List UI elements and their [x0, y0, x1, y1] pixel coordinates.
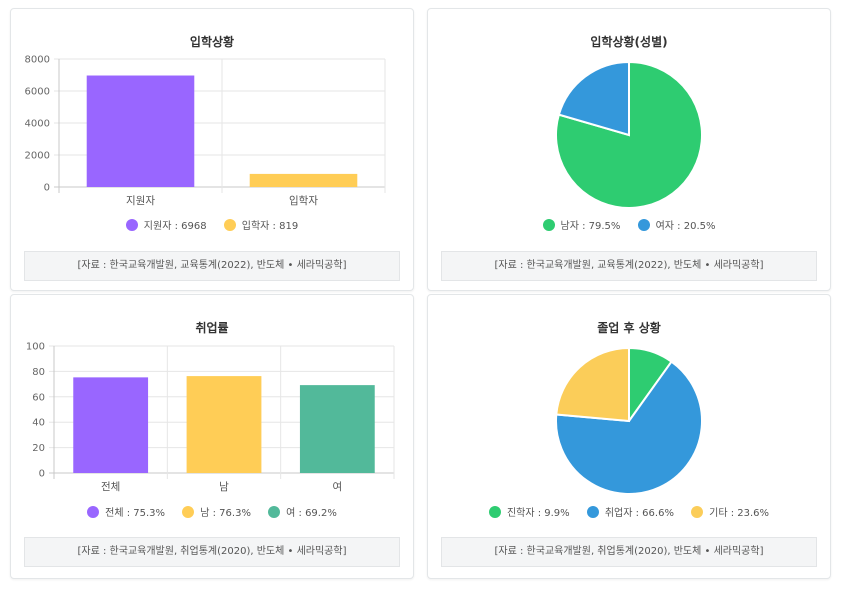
y-tick-label: 20 — [32, 443, 45, 454]
legend-label: 입학자 : 819 — [241, 221, 299, 232]
chart-legend: 남자 : 79.5% 여자 : 20.5% — [428, 217, 830, 234]
y-tick-label: 40 — [32, 418, 45, 429]
pie-slice-2[interactable] — [555, 346, 630, 423]
bar-2[interactable] — [299, 385, 375, 473]
legend-item-employed[interactable]: 취업자 : 66.6% — [586, 504, 674, 519]
x-tick-label: 입학자 — [289, 194, 318, 207]
employment-card: 취업률 100 80 60 40 20 0 전체 남 여 전체 : 75.3% 남 : 76.3… — [10, 294, 414, 579]
card-title: 입학상황(성별) — [590, 35, 668, 49]
legend-item-enrolled[interactable]: 입학자 : 819 — [223, 217, 299, 232]
chart-legend: 지원자 : 6968 입학자 : 819 — [11, 217, 413, 234]
legend-item-total[interactable]: 전체 : 75.3% — [87, 504, 165, 519]
legend-swatch — [691, 505, 704, 518]
post-graduation-card: 졸업 후 상황 진학자 : 9.9% 취업자 : 66.6% 기타 : 23.6… — [427, 294, 831, 579]
legend-item-male[interactable]: 남 : 76.3% — [182, 504, 251, 519]
legend-item-female[interactable]: 여 : 69.2% — [268, 504, 337, 519]
legend-label: 진학자 : 9.9% — [506, 508, 570, 519]
y-tick-label: 4000 — [25, 119, 50, 130]
legend-swatch — [488, 505, 501, 518]
legend-label: 여자 : 20.5% — [655, 221, 716, 232]
y-tick-label: 6000 — [25, 87, 50, 98]
card-title: 취업률 — [195, 321, 229, 335]
y-tick-label: 0 — [44, 183, 50, 194]
legend-label: 남자 : 79.5% — [560, 221, 621, 232]
source-note: [자료 : 한국교육개발원, 취업통계(2020), 반도체 • 세라믹공학] — [24, 537, 400, 567]
legend-item-male[interactable]: 남자 : 79.5% — [542, 217, 621, 232]
card-title: 입학상황 — [189, 35, 235, 49]
pie-slice-1[interactable] — [557, 60, 630, 137]
pie-slice-1[interactable] — [555, 360, 703, 495]
legend-swatch — [637, 218, 650, 231]
legend-label: 남 : 76.3% — [200, 508, 251, 519]
y-tick-label: 100 — [26, 342, 45, 353]
legend-swatch — [87, 505, 100, 518]
source-note: [자료 : 한국교육개발원, 취업통계(2020), 반도체 • 세라믹공학] — [441, 537, 817, 567]
legend-swatch — [125, 218, 138, 231]
admission-gender-card: 입학상황(성별) 남자 : 79.5% 여자 : 20.5% [자료 : 한국교… — [427, 8, 831, 291]
pie-slice-0[interactable] — [555, 60, 703, 209]
y-tick-label: 80 — [32, 367, 45, 378]
legend-swatch — [223, 218, 236, 231]
legend-label: 취업자 : 66.6% — [604, 508, 674, 519]
legend-item-further-study[interactable]: 진학자 : 9.9% — [488, 504, 570, 519]
legend-swatch — [542, 218, 555, 231]
x-tick-label: 남 — [219, 481, 229, 493]
admission-card: 입학상황 8000 6000 4000 2000 0 지원자 입학자 지원자 : 6968 … — [10, 8, 414, 291]
source-note: [자료 : 한국교육개발원, 교육통계(2022), 반도체 • 세라믹공학] — [441, 251, 817, 281]
legend-label: 여 : 69.2% — [286, 508, 337, 519]
legend-item-applicants[interactable]: 지원자 : 6968 — [125, 217, 207, 232]
x-tick-label: 지원자 — [126, 195, 155, 207]
employment-bar-chart: 100 80 60 40 20 0 전체 남 여 — [26, 342, 395, 493]
legend-item-other[interactable]: 기타 : 23.6% — [691, 504, 769, 519]
legend-label: 지원자 : 6968 — [143, 221, 207, 232]
admission-gender-pie-chart — [555, 60, 703, 209]
bar-0[interactable] — [86, 75, 195, 187]
chart-legend: 진학자 : 9.9% 취업자 : 66.6% 기타 : 23.6% — [428, 504, 830, 521]
legend-swatch — [586, 505, 599, 518]
y-tick-label: 2000 — [25, 151, 50, 162]
legend-label: 기타 : 23.6% — [709, 508, 770, 519]
post-graduation-pie-chart — [555, 346, 703, 495]
x-tick-label: 여 — [332, 481, 342, 493]
legend-swatch — [268, 505, 281, 518]
admission-bar-chart: 8000 6000 4000 2000 0 지원자 입학자 — [25, 55, 386, 207]
y-tick-label: 8000 — [25, 55, 50, 66]
legend-item-female[interactable]: 여자 : 20.5% — [637, 217, 716, 232]
x-tick-label: 전체 — [101, 481, 120, 493]
legend-swatch — [182, 505, 195, 518]
y-tick-label: 0 — [39, 469, 45, 480]
bar-1[interactable] — [186, 376, 262, 473]
card-title: 졸업 후 상황 — [597, 321, 661, 335]
chart-legend: 전체 : 75.3% 남 : 76.3% 여 : 69.2% — [11, 504, 413, 521]
bar-0[interactable] — [73, 377, 149, 473]
legend-label: 전체 : 75.3% — [105, 508, 166, 519]
bar-1[interactable] — [249, 173, 358, 187]
y-tick-label: 60 — [32, 392, 45, 403]
source-note: [자료 : 한국교육개발원, 교육통계(2022), 반도체 • 세라믹공학] — [24, 251, 400, 281]
